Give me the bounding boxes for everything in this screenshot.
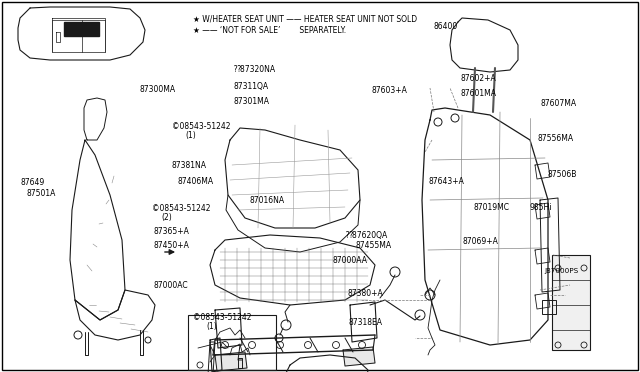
Text: ⁇87320NA: ⁇87320NA bbox=[234, 65, 276, 74]
Text: ★ —— ‘NOT FOR SALE’        SEPARATELY.: ★ —— ‘NOT FOR SALE’ SEPARATELY. bbox=[193, 26, 346, 35]
Text: 87643+A: 87643+A bbox=[429, 177, 465, 186]
Text: 87602+A: 87602+A bbox=[461, 74, 497, 83]
Text: 87069+A: 87069+A bbox=[462, 237, 498, 246]
Text: 87556MA: 87556MA bbox=[538, 134, 573, 143]
Text: 87601MA: 87601MA bbox=[461, 89, 497, 98]
Text: 87365+A: 87365+A bbox=[154, 227, 189, 236]
Text: 87301MA: 87301MA bbox=[234, 97, 269, 106]
Text: ★ W/HEATER SEAT UNIT —— HEATER SEAT UNIT NOT SOLD: ★ W/HEATER SEAT UNIT —— HEATER SEAT UNIT… bbox=[193, 14, 417, 23]
Text: 87016NA: 87016NA bbox=[250, 196, 285, 205]
Bar bbox=[542, 300, 556, 314]
Text: 87000AA: 87000AA bbox=[333, 256, 368, 265]
Text: 87649: 87649 bbox=[20, 178, 45, 187]
Text: 87607MA: 87607MA bbox=[541, 99, 577, 108]
Text: 87406MA: 87406MA bbox=[178, 177, 214, 186]
Text: 87300MA: 87300MA bbox=[140, 85, 175, 94]
Text: 985Hi: 985Hi bbox=[530, 203, 552, 212]
Bar bbox=[552, 255, 590, 350]
Text: 87506B: 87506B bbox=[547, 170, 577, 179]
Text: 87455MA: 87455MA bbox=[355, 241, 391, 250]
Text: 87501A: 87501A bbox=[27, 189, 56, 198]
Text: (2): (2) bbox=[161, 213, 172, 222]
Text: ©08543-51242: ©08543-51242 bbox=[172, 122, 230, 131]
Text: 87381NA: 87381NA bbox=[172, 161, 207, 170]
Text: 87000AC: 87000AC bbox=[154, 281, 188, 290]
Text: 87311QA: 87311QA bbox=[234, 82, 269, 91]
Text: ©08543-51242: ©08543-51242 bbox=[193, 313, 252, 322]
Text: 87019MC: 87019MC bbox=[474, 203, 509, 212]
Bar bbox=[64, 22, 99, 36]
Text: 87380+A: 87380+A bbox=[348, 289, 383, 298]
Polygon shape bbox=[343, 347, 375, 366]
Text: 87603+A: 87603+A bbox=[371, 86, 407, 95]
Text: 87450+A: 87450+A bbox=[154, 241, 189, 250]
Text: 86400: 86400 bbox=[433, 22, 458, 31]
Bar bbox=[188, 315, 276, 370]
Text: ⁇87620QA: ⁇87620QA bbox=[346, 231, 388, 240]
Polygon shape bbox=[215, 352, 247, 371]
Text: (1): (1) bbox=[186, 131, 196, 140]
Text: ©08543-51242: ©08543-51242 bbox=[152, 204, 211, 213]
Text: 87318EA: 87318EA bbox=[349, 318, 383, 327]
Text: (1): (1) bbox=[206, 322, 217, 331]
Text: J87000PS: J87000PS bbox=[544, 268, 579, 274]
